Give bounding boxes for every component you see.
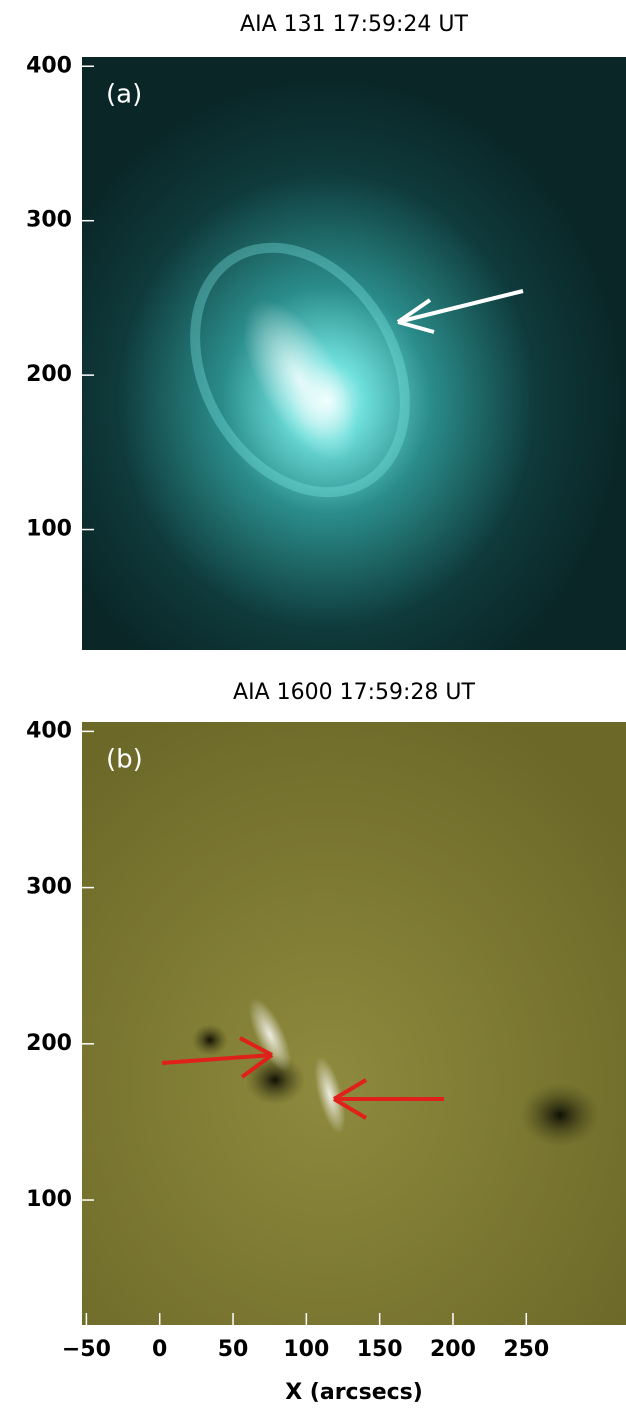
y-tick-label: 300 <box>26 208 72 233</box>
panel-title: AIA 131 17:59:24 UT <box>240 12 468 37</box>
y-tick-label: 200 <box>26 1031 72 1056</box>
y-tick-label: 100 <box>26 517 72 542</box>
x-tick-label: 50 <box>218 1337 249 1362</box>
x-tick-label: 100 <box>283 1337 329 1362</box>
y-tick-label: 300 <box>26 875 72 900</box>
y-tick-label: 400 <box>26 718 72 743</box>
x-tick-label: 200 <box>430 1337 476 1362</box>
y-tick-label: 400 <box>26 53 72 78</box>
panel-title: AIA 1600 17:59:28 UT <box>233 680 475 705</box>
panel-label: (a) <box>106 80 142 110</box>
y-tick-label: 100 <box>26 1187 72 1212</box>
x-tick-label: 150 <box>357 1337 403 1362</box>
x-tick-label: 0 <box>152 1337 167 1362</box>
panel-label: (b) <box>106 745 143 775</box>
figure: AIA 131 17:59:24 UT (a) 100 200 300 400 AIA 16… <box>0 0 626 1417</box>
x-axis-label: X (arcsecs) <box>285 1380 423 1405</box>
panel-b-image <box>82 722 626 1325</box>
panel-a-image <box>82 57 626 650</box>
y-tick-label: 200 <box>26 362 72 387</box>
x-tick-label: −50 <box>62 1337 111 1362</box>
x-tick-label: 250 <box>503 1337 549 1362</box>
